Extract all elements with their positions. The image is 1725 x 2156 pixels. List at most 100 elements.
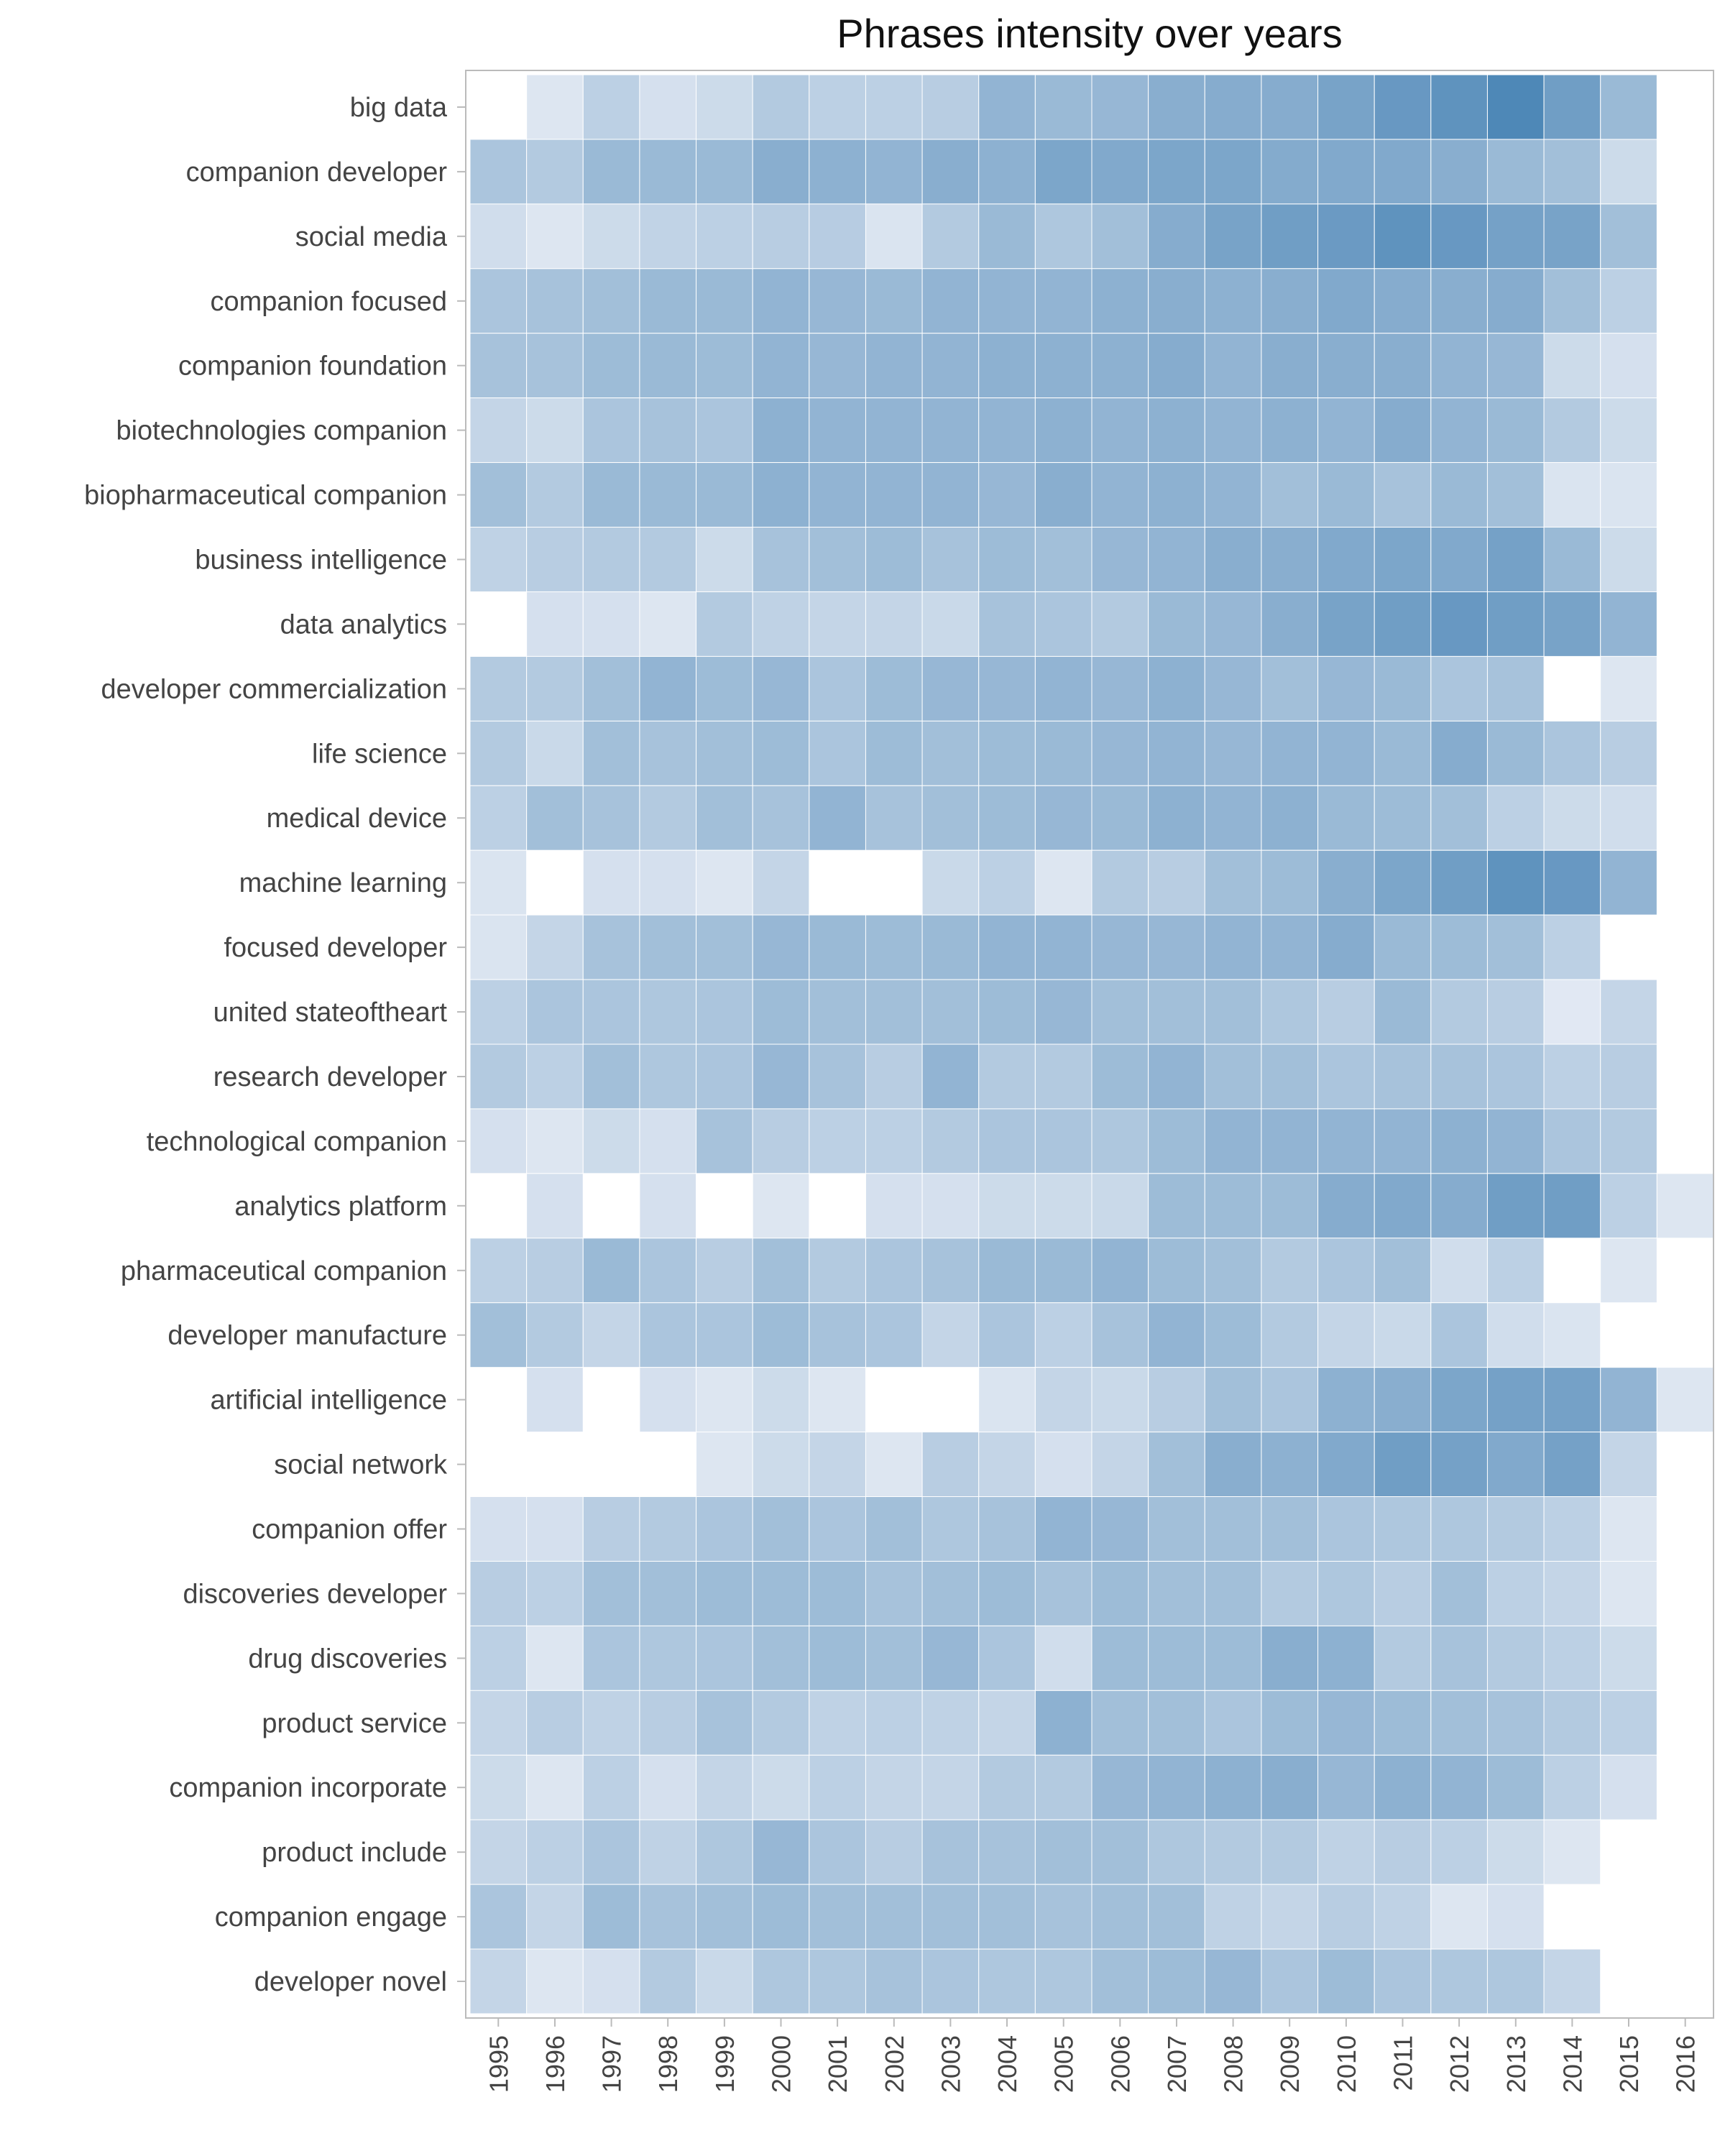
heatmap-cell: [639, 1819, 697, 1885]
heatmap-cell: [1148, 268, 1205, 334]
heatmap-cell: [1261, 1884, 1319, 1950]
heatmap-cell: [469, 203, 528, 270]
heatmap-cell: [696, 1496, 753, 1562]
y-tick-label: data analytics: [280, 609, 447, 640]
heatmap-cell: [1486, 979, 1545, 1045]
heatmap-cell: [865, 720, 923, 786]
heatmap-cell: [921, 655, 980, 722]
heatmap-cell: [1543, 1819, 1601, 1885]
heatmap-cell: [1204, 333, 1262, 399]
heatmap-cell: [1374, 527, 1432, 592]
heatmap-cell: [809, 268, 866, 334]
heatmap-cell: [1486, 1238, 1545, 1304]
heatmap-cell: [1148, 849, 1205, 916]
heatmap-cell: [1091, 1432, 1149, 1498]
heatmap-cell: [1261, 1690, 1319, 1756]
heatmap-cell: [1600, 1367, 1657, 1433]
heatmap-cell: [1034, 268, 1092, 334]
heatmap-cell: [1317, 1690, 1375, 1756]
heatmap-cell: [582, 527, 640, 592]
heatmap-cell: [1543, 1432, 1601, 1498]
heatmap-cell: [1148, 1496, 1205, 1562]
heatmap-cell: [1204, 1690, 1262, 1756]
heatmap-cell: [752, 74, 810, 140]
heatmap-cell: [1091, 979, 1149, 1045]
y-tick-label: social media: [295, 222, 448, 252]
heatmap-cell: [526, 74, 584, 140]
heatmap-cell: [1261, 74, 1319, 140]
heatmap-cell: [1317, 1367, 1375, 1433]
heatmap-cell: [921, 1560, 980, 1626]
heatmap-cell: [978, 720, 1036, 786]
heatmap-cell: [696, 1044, 753, 1110]
heatmap-cell: [582, 1108, 640, 1174]
heatmap-cell: [1374, 914, 1432, 980]
heatmap-cell: [1600, 979, 1657, 1045]
heatmap-cell: [809, 527, 866, 592]
heatmap-cell: [1148, 203, 1205, 270]
heatmap-cell: [639, 527, 697, 592]
y-tick-label: companion foundation: [178, 351, 447, 382]
heatmap-cell: [526, 268, 584, 334]
y-tick-label: biopharmaceutical companion: [84, 481, 447, 511]
heatmap-cell: [1204, 139, 1262, 205]
heatmap-cell: [752, 1560, 810, 1626]
heatmap-cell: [921, 268, 980, 334]
heatmap-cell: [1600, 268, 1657, 334]
heatmap-cell: [752, 1238, 810, 1304]
heatmap-cell: [1543, 1625, 1601, 1691]
heatmap-cell: [1091, 333, 1149, 399]
heatmap-cell: [1204, 397, 1262, 464]
heatmap-cell: [526, 203, 584, 270]
heatmap-cell: [809, 203, 866, 270]
heatmap-cell: [696, 397, 753, 464]
heatmap-cell: [469, 1819, 528, 1885]
heatmap-cell: [1600, 1690, 1657, 1756]
heatmap-cell: [1430, 914, 1488, 980]
heatmap-cell: [1374, 74, 1432, 140]
heatmap-cell: [1486, 203, 1545, 270]
heatmap-cell: [1430, 1884, 1488, 1950]
heatmap-cell: [865, 1819, 923, 1885]
heatmap-cell: [1430, 1690, 1488, 1756]
heatmap-cell: [1148, 1302, 1205, 1368]
heatmap-cell: [809, 1238, 866, 1304]
heatmap-cell: [809, 1044, 866, 1110]
heatmap-cell: [865, 1948, 923, 2014]
heatmap-cell: [978, 591, 1036, 657]
heatmap-cell: [696, 1108, 753, 1174]
heatmap-cell: [1091, 1884, 1149, 1950]
heatmap-cell: [1374, 397, 1432, 464]
heatmap-cell: [1148, 462, 1205, 528]
heatmap-cell: [582, 655, 640, 722]
heatmap-cell: [639, 1754, 697, 1820]
heatmap-cell: [978, 1625, 1036, 1691]
heatmap-cell: [1374, 1819, 1432, 1885]
heatmap-cell: [526, 591, 584, 657]
heatmap-cell: [1148, 720, 1205, 786]
heatmap-cell: [865, 74, 923, 140]
heatmap-cell: [582, 1690, 640, 1756]
heatmap-cell: [752, 1432, 810, 1498]
heatmap-cell: [582, 333, 640, 399]
heatmap-cell: [582, 849, 640, 916]
heatmap-cell: [865, 268, 923, 334]
heatmap-cell: [1091, 785, 1149, 851]
heatmap-cell: [469, 1496, 528, 1562]
heatmap-cell: [639, 979, 697, 1045]
heatmap-cell: [1261, 1754, 1319, 1820]
heatmap-cell: [1543, 1108, 1601, 1174]
heatmap-cell: [696, 849, 753, 916]
heatmap-cell: [1543, 1173, 1601, 1239]
heatmap-cell: [1543, 1302, 1601, 1368]
heatmap-cell: [1486, 1690, 1545, 1756]
heatmap-cell: [978, 1560, 1036, 1626]
heatmap-cell: [469, 527, 528, 592]
heatmap-cell: [865, 1302, 923, 1368]
heatmap-cell: [696, 1754, 753, 1820]
heatmap-cell: [1374, 655, 1432, 722]
heatmap-cell: [978, 849, 1036, 916]
x-tick-label: 2012: [1445, 2035, 1474, 2093]
plot-frame: [465, 70, 1714, 2019]
heatmap-cell: [1374, 139, 1432, 205]
